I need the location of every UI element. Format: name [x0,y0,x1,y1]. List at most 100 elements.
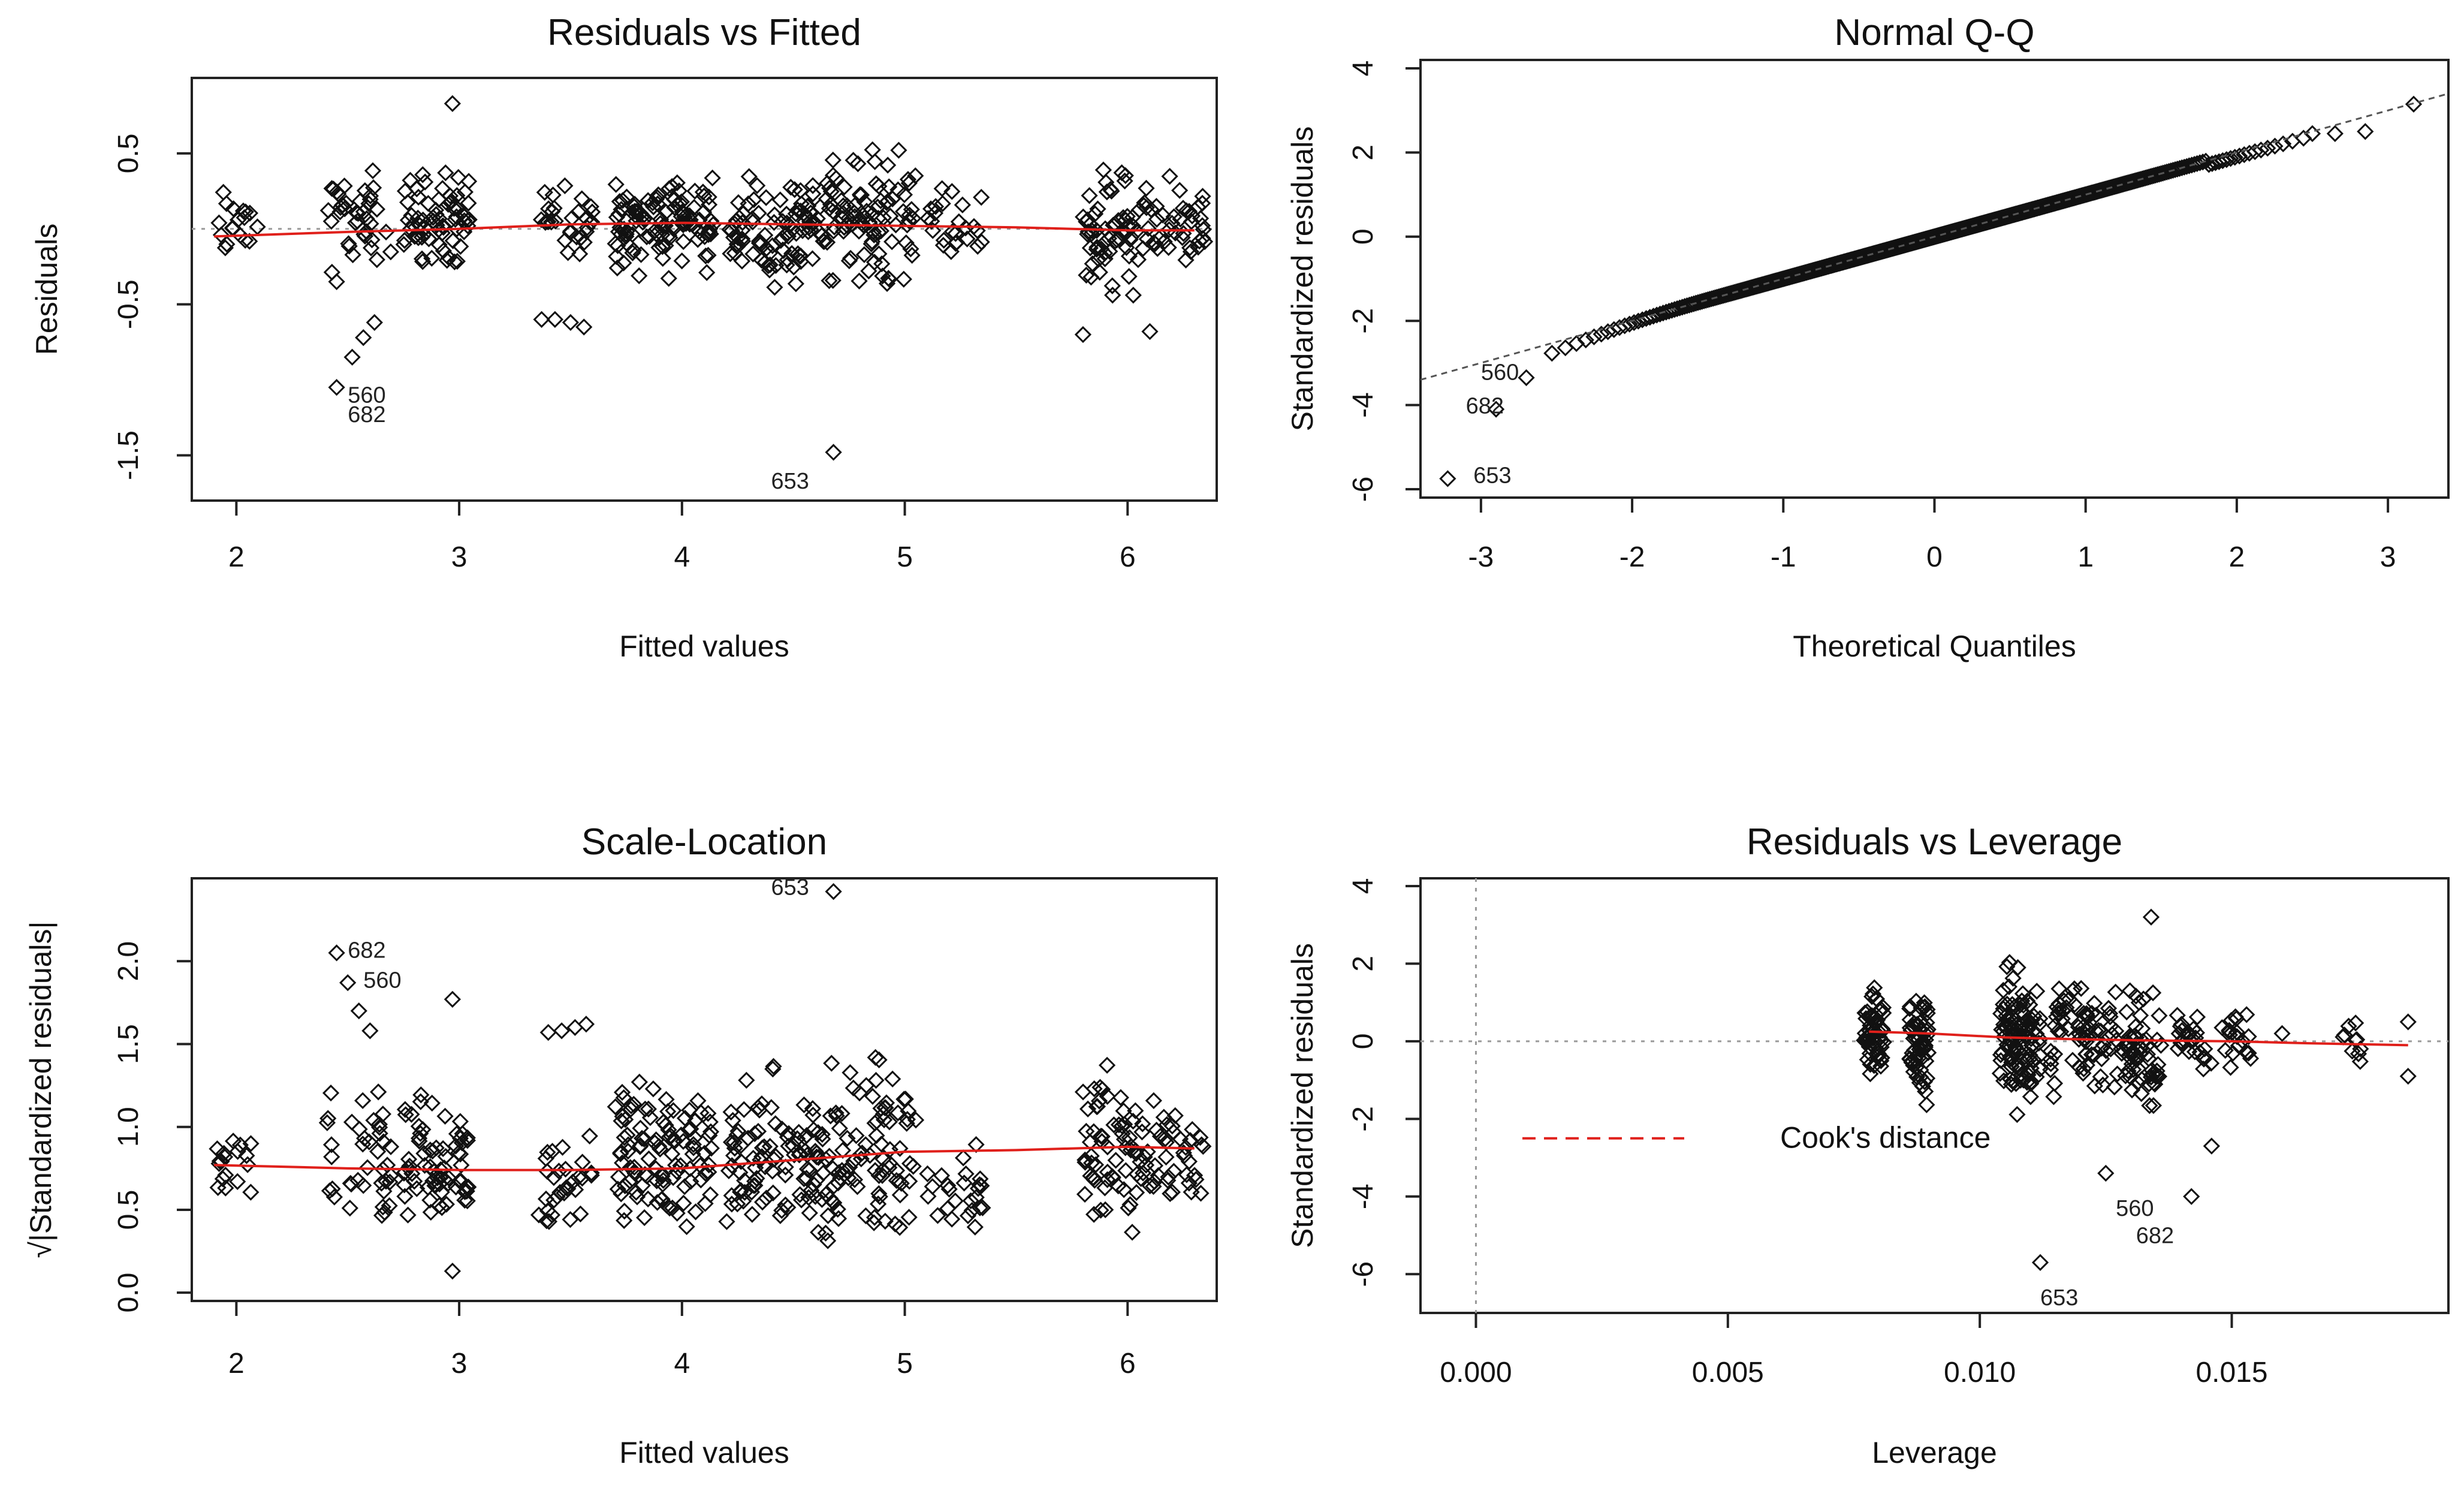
data-point [421,1141,439,1159]
data-point [359,1159,376,1176]
x-tick-label: -2 [1619,541,1645,573]
data-point [350,1002,367,1020]
data-point [607,176,625,193]
data-point [966,1218,984,1236]
data-point [628,1183,645,1201]
data-point [2079,1022,2097,1039]
data-point [700,188,717,206]
data-point [559,244,577,261]
data-point [1113,1117,1131,1135]
data-point [1113,164,1130,182]
data-point [862,235,880,252]
data-point [808,1144,825,1162]
data-point [1871,1030,1888,1048]
data-point [2226,149,2243,166]
point-label: 653 [771,469,809,494]
data-point [1183,213,1200,230]
data-point [408,180,426,198]
data-point [653,219,670,237]
data-point [2016,1048,2034,1066]
data-point [414,211,432,229]
x-tick-label: 3 [2380,541,2396,573]
data-point [2061,990,2078,1008]
data-point [865,223,882,240]
data-point [1097,1201,1114,1219]
x-axis-label: Fitted values [619,629,789,663]
data-point [620,1136,637,1153]
data-point [641,227,658,245]
data-point [636,1209,653,1227]
y-tick-label: 4 [1347,878,1379,894]
data-point [650,1138,668,1155]
data-point [459,1132,476,1149]
data-point [902,240,919,258]
data-point [839,1129,856,1147]
data-point [804,250,821,267]
data-point [1148,198,1165,215]
data-point [673,252,690,270]
data-point [1121,1129,1138,1146]
chart-title: Normal Q-Q [1834,12,2034,53]
data-point [824,151,842,169]
data-point [702,1123,720,1140]
data-point [2344,1043,2361,1060]
data-point [382,1138,400,1155]
data-point [459,1192,476,1210]
data-point [1098,1056,1116,1074]
data-point [1599,323,1616,341]
y-tick-label: -0.5 [113,279,144,329]
data-point [919,1188,937,1205]
data-point [554,1138,571,1156]
data-point [1117,167,1134,185]
data-point [1866,979,1883,996]
data-point [453,1156,470,1174]
data-point [210,214,228,231]
data-point [615,254,632,272]
data-point [539,1202,556,1219]
data-point [368,200,386,218]
data-point [325,1188,343,1206]
data-point [1568,335,1585,353]
data-point [575,318,593,336]
data-point [813,1191,831,1208]
data-point [1181,239,1199,257]
point-label: 560 [1481,360,1519,385]
y-tick-label: -6 [1347,477,1379,502]
data-point [779,228,797,245]
data-point [1916,999,1933,1017]
data-point [2045,1088,2062,1106]
data-point [640,1190,657,1208]
data-point [574,1153,591,1171]
data-point [676,1178,693,1195]
data-point [1912,1068,1929,1086]
data-point [947,225,964,242]
data-point [635,1130,653,1148]
data-point [342,1174,359,1192]
data-point [611,192,628,210]
data-point [863,233,881,251]
data-point [675,1194,692,1212]
data-point [2186,1043,2204,1061]
data-point [1078,266,1095,284]
data-point [2188,155,2206,172]
data-point [644,1080,662,1098]
data-point [1082,1167,1099,1185]
data-point [239,1156,257,1173]
data-point [698,264,716,281]
data-point [448,187,466,204]
data-point [572,1205,589,1222]
data-point [2005,1043,2022,1061]
data-point [533,311,550,328]
data-point [632,246,650,263]
data-point [633,1129,651,1147]
data-point [829,1200,846,1218]
data-point [728,236,746,253]
data-point [654,238,671,255]
data-point [2151,1007,2168,1025]
data-point [242,1183,260,1201]
data-point [381,1197,398,1215]
data-point [2222,1059,2239,1076]
data-point [1123,228,1140,246]
data-point [616,1212,633,1229]
data-point [2022,1088,2040,1106]
